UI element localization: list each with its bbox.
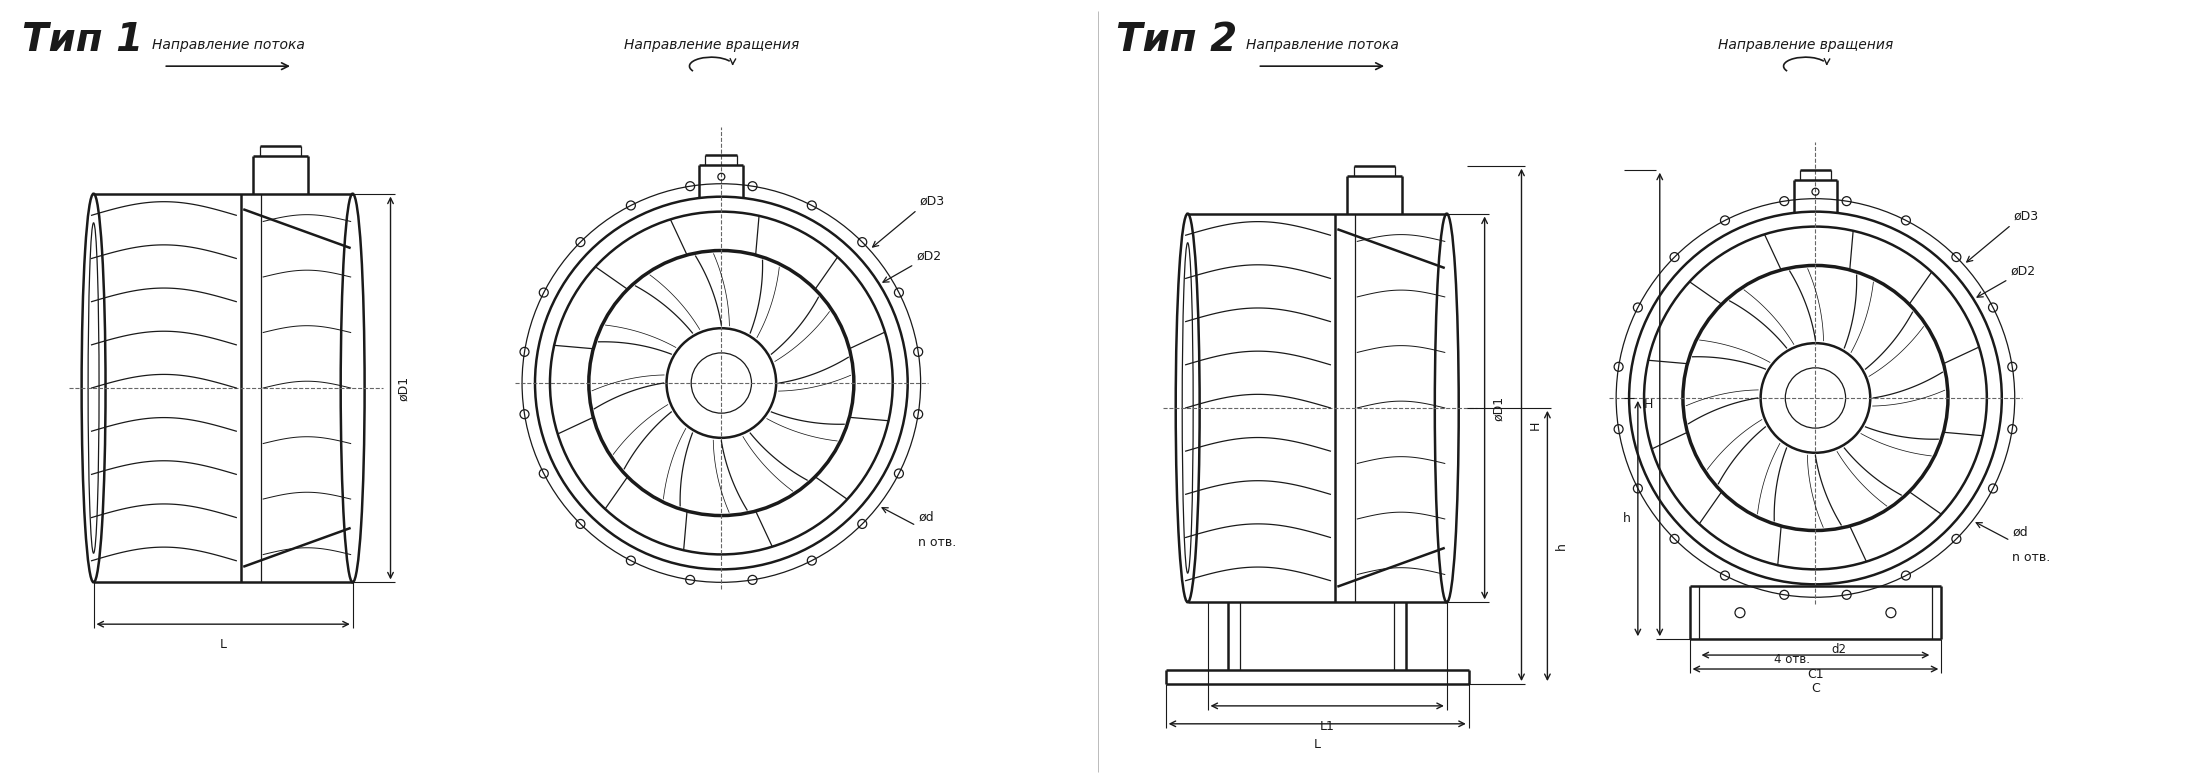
Text: L1: L1 [1320,720,1335,733]
Text: Направление вращения: Направление вращения [1717,38,1893,52]
Text: L: L [220,638,226,651]
Text: ød: ød [2012,525,2027,539]
Text: h: h [1623,512,1632,525]
Text: n отв.: n отв. [918,536,957,549]
Text: Направление потока: Направление потока [1245,38,1399,52]
Text: Направление вращения: Направление вращения [624,38,799,52]
Text: øD1: øD1 [1491,395,1504,420]
Text: C1: C1 [1807,668,1823,681]
Text: h: h [1555,542,1568,550]
Text: ød: ød [918,511,933,524]
Text: Тип 2: Тип 2 [1116,21,1236,60]
Text: H: H [1643,398,1654,411]
Text: Тип 1: Тип 1 [22,21,143,60]
Text: 4 отв.: 4 отв. [1774,653,1810,666]
Text: øD3: øD3 [920,195,944,207]
Text: n отв.: n отв. [2012,550,2051,564]
Text: øD2: øD2 [2009,265,2036,277]
Text: øD1: øD1 [397,376,411,401]
Text: C: C [1812,682,1820,695]
Text: Направление потока: Направление потока [152,38,305,52]
Text: d2: d2 [1831,643,1847,656]
Text: øD2: øD2 [916,249,942,262]
Text: H: H [1528,420,1542,430]
Text: L: L [1313,738,1320,751]
Text: øD3: øD3 [2014,210,2038,223]
